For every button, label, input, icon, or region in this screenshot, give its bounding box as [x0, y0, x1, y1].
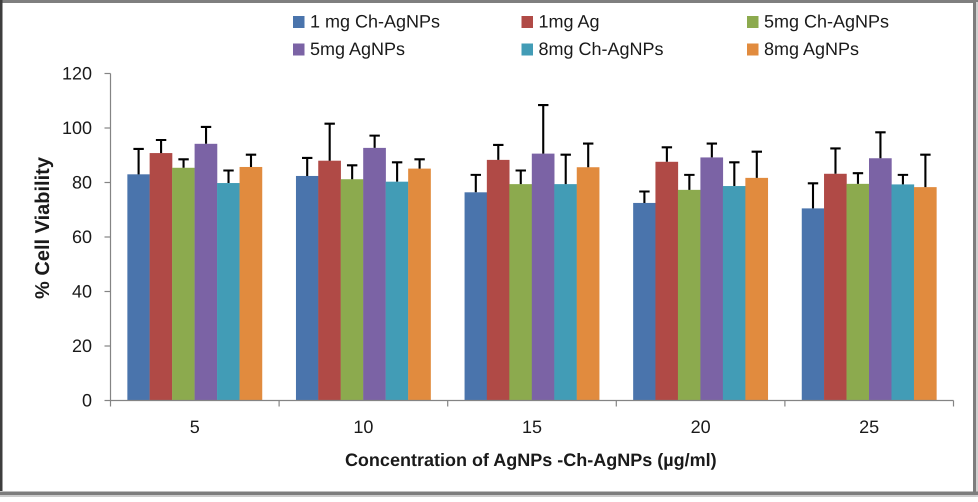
- svg-text:5mg AgNPs: 5mg AgNPs: [310, 39, 405, 59]
- svg-text:0: 0: [82, 391, 92, 411]
- svg-text:20: 20: [72, 336, 92, 356]
- svg-text:1 mg Ch-AgNPs: 1 mg Ch-AgNPs: [310, 12, 440, 32]
- svg-text:40: 40: [72, 282, 92, 302]
- svg-text:25: 25: [859, 417, 879, 437]
- svg-text:5: 5: [190, 417, 200, 437]
- svg-text:1mg Ag: 1mg Ag: [539, 12, 600, 32]
- svg-text:100: 100: [62, 118, 92, 138]
- svg-text:80: 80: [72, 173, 92, 193]
- svg-text:60: 60: [72, 227, 92, 247]
- svg-text:8mg Ch-AgNPs: 8mg Ch-AgNPs: [539, 39, 664, 59]
- svg-text:120: 120: [62, 64, 92, 84]
- svg-text:Concentration of AgNPs -Ch-AgN: Concentration of AgNPs -Ch-AgNPs (µg/ml): [345, 450, 717, 470]
- svg-text:5mg Ch-AgNPs: 5mg Ch-AgNPs: [764, 12, 889, 32]
- svg-text:15: 15: [522, 417, 542, 437]
- svg-text:8mg AgNPs: 8mg AgNPs: [764, 39, 859, 59]
- svg-text:% Cell Viability: % Cell Viability: [32, 156, 54, 299]
- svg-text:10: 10: [353, 417, 373, 437]
- svg-text:20: 20: [691, 417, 711, 437]
